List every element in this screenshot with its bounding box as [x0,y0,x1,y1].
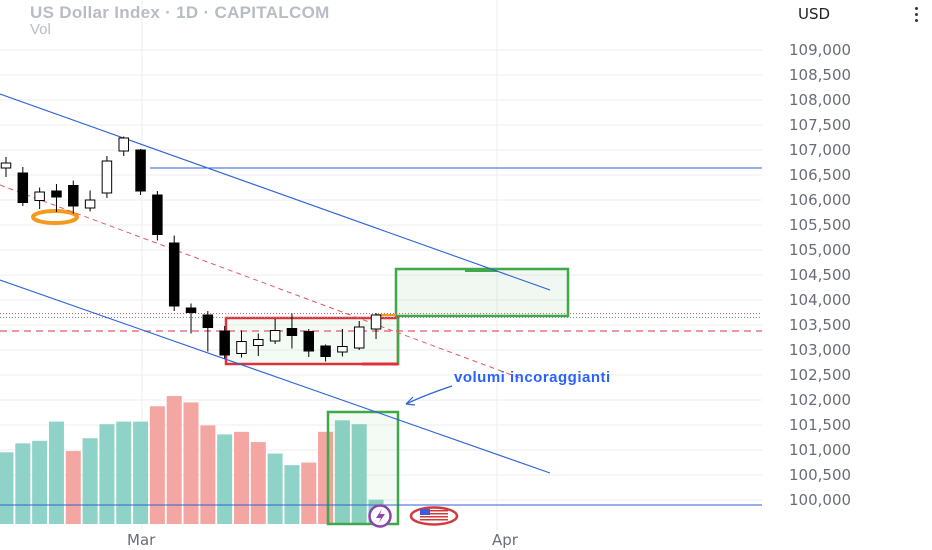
price-tick-label: 104,000 [789,291,851,309]
volume-bar [48,421,64,524]
volume-bar [99,424,115,524]
candlesticks [0,136,459,528]
candle-body [236,341,247,354]
price-tick-label: 101,000 [789,441,851,459]
candle-body [353,326,365,349]
candle-body [269,330,281,342]
price-tick-label: 103,500 [789,316,851,334]
price-tick-label: 108,000 [789,91,851,109]
chart-title: US Dollar Index · 1D · CAPITALCOM [30,3,330,22]
volume-bar [166,396,182,524]
candle-body [101,160,113,194]
candle-body [68,185,79,207]
channel-midline [0,184,521,379]
chart-grid [0,0,762,530]
volume-bars [0,396,384,524]
price-tick-label: 105,500 [789,216,851,234]
price-tick-label: 107,000 [789,141,851,159]
volume-bar [133,421,149,524]
candle-body [0,162,12,169]
volume-bar [149,406,165,524]
us-flag-icon[interactable] [409,506,459,526]
flag-stripe [420,510,448,512]
candle-body [202,314,214,328]
candle-body [152,194,163,235]
price-tick-label: 101,500 [789,416,851,434]
volume-indicator-label[interactable]: Vol [30,21,51,38]
price-tick-label: 107,500 [789,116,851,134]
volume-bar [116,421,132,524]
volume-bar [318,431,334,524]
candle-body [84,199,96,209]
time-tick-label: Mar [127,531,156,549]
channel-upper [0,93,551,291]
candle-body [303,331,315,352]
volume-bar [65,451,81,524]
candle-body [286,328,298,336]
price-tick-label: 100,000 [789,491,851,509]
price-tick-label: 109,000 [789,41,851,59]
volume-bar [217,434,233,524]
price-tick-label: 106,500 [789,166,851,184]
flag-stripe [420,519,448,521]
volume-bar [0,452,14,524]
flag-canton [420,509,430,515]
time-axis: Mar Apr [127,531,519,549]
volume-bar [15,443,31,524]
price-tick-label: 106,000 [789,191,851,209]
volume-bar [334,420,350,524]
candle-body [51,190,62,198]
pivot-marker [31,209,79,225]
candle-body [118,137,129,152]
candle-body [168,242,180,307]
volume-bar [82,438,98,524]
target-box [394,267,570,318]
price-tick-label: 105,000 [789,241,851,259]
price-tick-label: 103,000 [789,341,851,359]
flag-stripe [420,513,448,515]
volume-bar [233,431,249,524]
price-tick-label: 102,500 [789,366,851,384]
price-tick-label: 102,000 [789,391,851,409]
annotation-zones [31,209,570,526]
volume-bar [284,465,300,524]
volume-bar [301,462,317,524]
annotation-arrowhead [405,396,416,406]
price-axis: 100,000 100,500 101,000 101,500 102,000 102,5… [789,41,851,509]
annotation-arrow [405,385,453,405]
price-tick-label: 108,500 [789,66,851,84]
flag-stripe [420,516,448,518]
channel-lower [0,279,551,474]
volume-bar [351,424,367,524]
volume-bar [183,402,199,524]
time-tick-label: Apr [492,531,519,549]
candle-body [34,191,45,201]
candle-body [370,314,382,330]
candle-body [320,345,331,357]
candle-body [17,172,29,203]
candle-body [219,330,230,356]
price-tick-label: 100,500 [789,466,851,484]
annotation-volumi: volumi incoraggianti [454,369,611,386]
candle-body [337,346,348,353]
flash-icon-bolt [376,509,385,524]
candle-body [185,307,197,313]
volume-bar [267,453,283,524]
flash-event-icon[interactable] [368,504,392,528]
volume-bar [250,442,266,524]
more-menu-icon[interactable] [912,7,922,27]
candle-body [253,339,264,346]
volume-bar [200,425,216,524]
candle-body [135,149,146,192]
price-tick-label: 104,500 [789,266,851,284]
currency-label[interactable]: USD [798,5,831,23]
volume-bar [32,440,48,524]
